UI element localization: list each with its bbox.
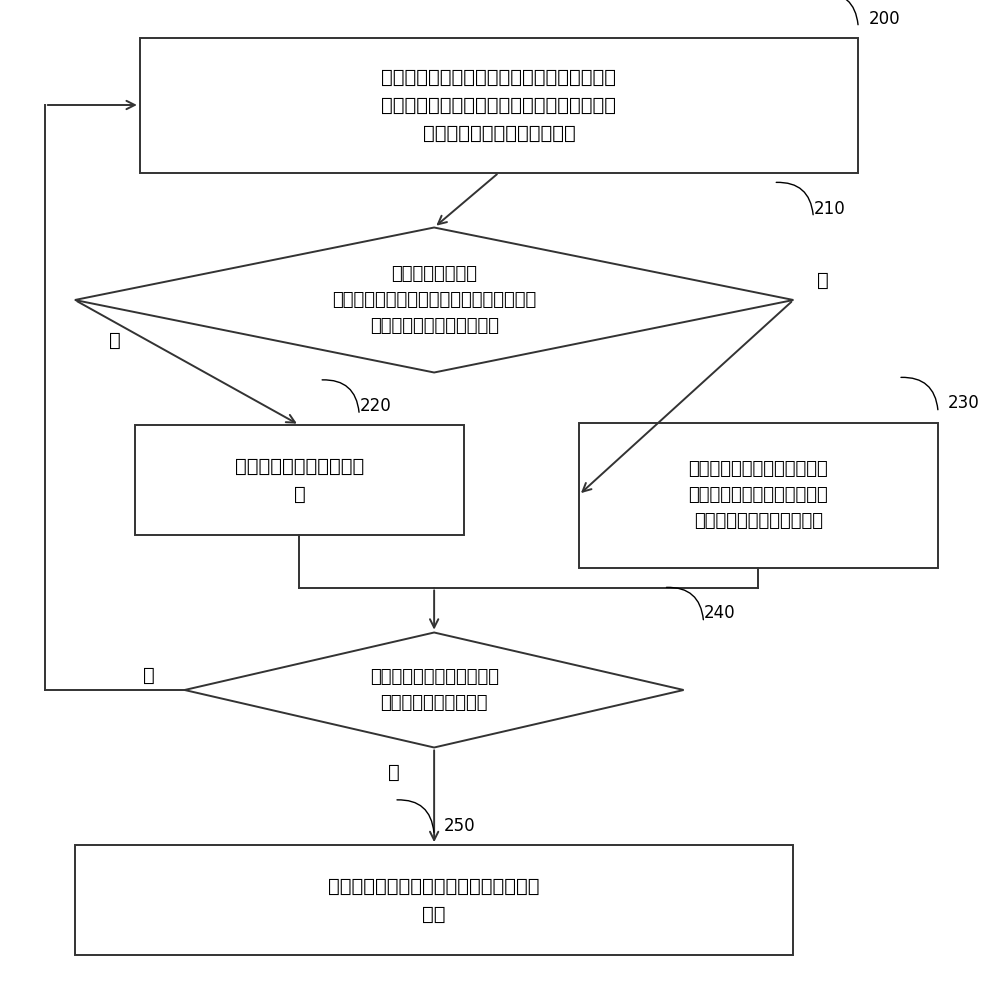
Text: 是: 是 bbox=[109, 331, 121, 350]
Text: 210: 210 bbox=[813, 200, 845, 218]
Text: 200: 200 bbox=[868, 9, 900, 27]
Bar bbox=[579, 422, 938, 568]
Text: 250: 250 bbox=[444, 817, 476, 835]
Text: 240: 240 bbox=[704, 604, 736, 622]
Text: 220: 220 bbox=[359, 397, 391, 415]
Text: 结束配置信息的读取操作，进入下一工作
状态: 结束配置信息的读取操作，进入下一工作 状态 bbox=[328, 876, 540, 924]
Text: 否: 否 bbox=[388, 763, 400, 782]
Bar bbox=[140, 37, 858, 172]
Text: 基于上述一组配置信息对应的
预设处理方式，确定上述一组
配置信息对应的输出结果。: 基于上述一组配置信息对应的 预设处理方式，确定上述一组 配置信息对应的输出结果。 bbox=[689, 460, 828, 530]
Text: 判断第一指定存储区域是否
存在未读取的配置信息: 判断第一指定存储区域是否 存在未读取的配置信息 bbox=[369, 668, 499, 712]
Text: 计算一组配置信息
对应的校验值，并判断计算所得的校验值与
读取的参考校验值是否一致: 计算一组配置信息 对应的校验值，并判断计算所得的校验值与 读取的参考校验值是否一… bbox=[332, 265, 536, 335]
Polygon shape bbox=[185, 633, 684, 748]
Text: 是: 是 bbox=[143, 666, 155, 684]
Bar bbox=[75, 845, 793, 955]
Text: 直接输出上述一组配置信
息: 直接输出上述一组配置信 息 bbox=[235, 456, 364, 504]
Text: 否: 否 bbox=[817, 270, 829, 290]
Bar bbox=[135, 425, 464, 535]
Text: 230: 230 bbox=[948, 394, 980, 412]
Polygon shape bbox=[75, 228, 793, 372]
Text: 从第一指定存储区域读取预先保存的一组配置
信息，以及从第二指定存储区域读取与上述一
组配置信息对应的参考校验值: 从第一指定存储区域读取预先保存的一组配置 信息，以及从第二指定存储区域读取与上述… bbox=[381, 68, 617, 142]
